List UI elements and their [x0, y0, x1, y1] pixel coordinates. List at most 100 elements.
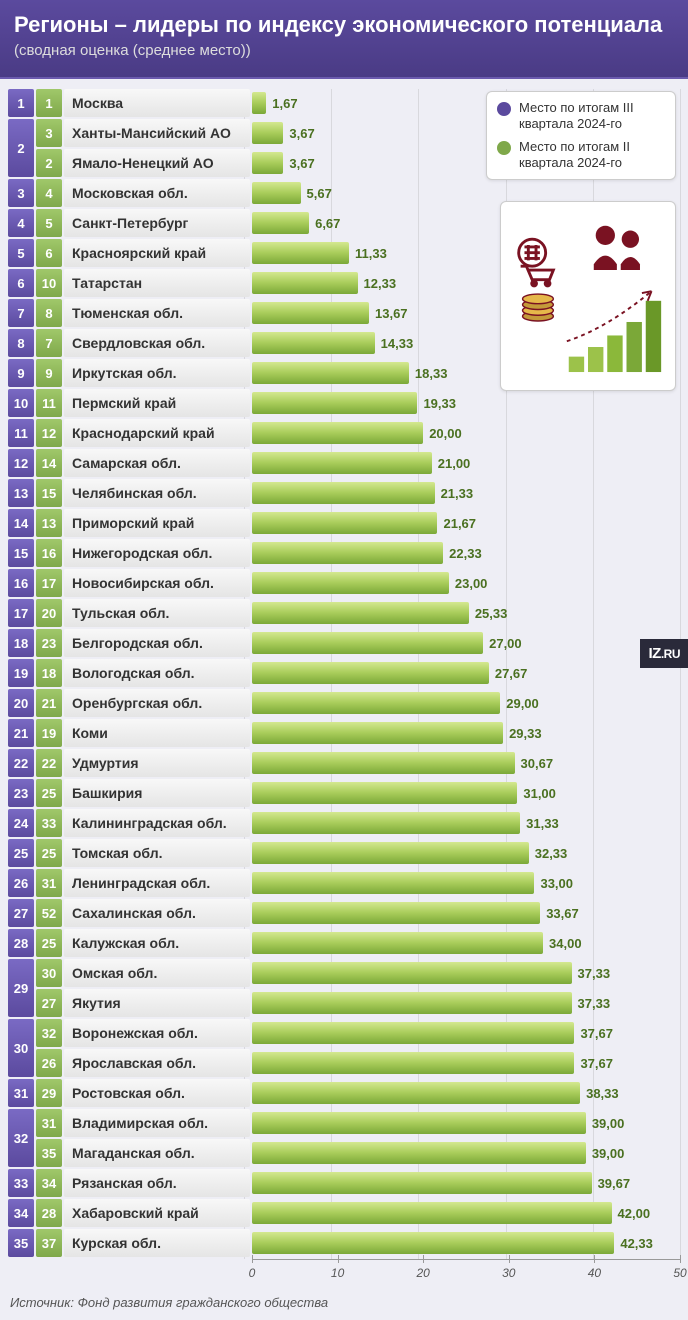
bar — [252, 902, 540, 924]
bar-value: 27,67 — [495, 666, 528, 681]
rank-q3: 3 — [8, 179, 34, 207]
x-axis: 01020304050 — [252, 1259, 680, 1285]
table-row: 3129Ростовская обл.38,33 — [8, 1079, 680, 1107]
legend-text: Место по итогам II квартала 2024-го — [519, 139, 665, 172]
region-label: Омская обл. — [64, 959, 250, 987]
table-row: 1918Вологодская обл.27,67 — [8, 659, 680, 687]
bar-zone: 21,00 — [252, 449, 680, 477]
bar-zone: 33,67 — [252, 899, 680, 927]
rank-q3: 24 — [8, 809, 34, 837]
bar — [252, 362, 409, 384]
rank-q3: 1 — [8, 89, 34, 117]
bar-zone: 37,33 — [252, 989, 680, 1017]
bar-value: 23,00 — [455, 576, 488, 591]
region-label: Пермский край — [64, 389, 250, 417]
axis-tick — [594, 1255, 595, 1263]
rank-q2: 37 — [36, 1229, 62, 1257]
region-label: Курская обл. — [64, 1229, 250, 1257]
bar-value: 11,33 — [355, 246, 387, 261]
bar-zone: 19,33 — [252, 389, 680, 417]
bar-value: 37,33 — [578, 966, 611, 981]
bar-value: 33,67 — [546, 906, 579, 921]
table-row: 2119Коми29,33 — [8, 719, 680, 747]
axis-tick — [423, 1255, 424, 1263]
table-row: 1214Самарская обл.21,00 — [8, 449, 680, 477]
rank-q2: 4 — [36, 179, 62, 207]
legend-item: Место по итогам III квартала 2024-го — [497, 100, 665, 133]
bar-value: 38,33 — [586, 1086, 619, 1101]
rank-q2: 17 — [36, 569, 62, 597]
rank-q2: 21 — [36, 689, 62, 717]
bar — [252, 422, 423, 444]
bar-value: 42,33 — [620, 1236, 653, 1251]
axis-tick-label: 10 — [331, 1266, 344, 1280]
bar — [252, 1082, 580, 1104]
region-label: Удмуртия — [64, 749, 250, 777]
region-label: Томская обл. — [64, 839, 250, 867]
bar — [252, 482, 435, 504]
bar-value: 1,67 — [272, 96, 297, 111]
region-label: Нижегородская обл. — [64, 539, 250, 567]
bar — [252, 1112, 586, 1134]
footer-source: Источник: Фонд развития гражданского общ… — [0, 1289, 688, 1320]
region-label: Красноярский край — [64, 239, 250, 267]
region-label: Магаданская обл. — [64, 1139, 250, 1167]
region-label: Якутия — [64, 989, 250, 1017]
table-row: 2631Ленинградская обл.33,00 — [8, 869, 680, 897]
bar-value: 37,33 — [578, 996, 611, 1011]
bar-value: 13,67 — [375, 306, 408, 321]
table-row: 3537Курская обл. 42,33 — [8, 1229, 680, 1257]
bar-zone: 21,67 — [252, 509, 680, 537]
table-row: 1011Пермский край19,33 — [8, 389, 680, 417]
table-row: 3334Рязанская обл.39,67 — [8, 1169, 680, 1197]
chart-body: Место по итогам III квартала 2024-го Мес… — [0, 79, 688, 1289]
rank-q2: 30 — [36, 959, 62, 987]
bar-value: 5,67 — [307, 186, 332, 201]
table-row: 1516Нижегородская обл.22,33 — [8, 539, 680, 567]
bar — [252, 182, 301, 204]
axis-tick-label: 50 — [673, 1266, 686, 1280]
bar-zone: 42,00 — [252, 1199, 680, 1227]
page-subtitle: (сводная оценка (среднее место)) — [14, 42, 674, 59]
bar — [252, 302, 369, 324]
source-logo: IZ.RU — [640, 639, 688, 668]
rank-q2: 3 — [36, 119, 62, 147]
legend: Место по итогам III квартала 2024-го Мес… — [486, 91, 676, 180]
rank-q2: 20 — [36, 599, 62, 627]
bar — [252, 152, 283, 174]
bar-zone: 39,00 — [252, 1109, 680, 1137]
bar-value: 37,67 — [580, 1056, 613, 1071]
region-label: Тюменская обл. — [64, 299, 250, 327]
rank-q3: 25 — [8, 839, 34, 867]
table-row: 3231Владимирская обл.39,00 — [8, 1109, 680, 1137]
table-row: 1617Новосибирская обл.23,00 — [8, 569, 680, 597]
bar — [252, 632, 483, 654]
page-title: Регионы – лидеры по индексу экономическо… — [14, 12, 674, 38]
rank-q2: 23 — [36, 629, 62, 657]
region-label: Москва — [64, 89, 250, 117]
rank-q2: 11 — [36, 389, 62, 417]
region-label: Владимирская обл. — [64, 1109, 250, 1137]
region-label: Вологодская обл. — [64, 659, 250, 687]
bar — [252, 1232, 614, 1254]
table-row: 1112Краснодарский край20,00 — [8, 419, 680, 447]
region-label: Ярославская обл. — [64, 1049, 250, 1077]
rank-q2: 2 — [36, 149, 62, 177]
region-label: Белгородская обл. — [64, 629, 250, 657]
rank-q3: 35 — [8, 1229, 34, 1257]
region-label: Самарская обл. — [64, 449, 250, 477]
bar — [252, 572, 449, 594]
bar-value: 21,33 — [441, 486, 474, 501]
rank-q3: 22 — [8, 749, 34, 777]
rank-q2: 22 — [36, 749, 62, 777]
rank-q2: 25 — [36, 929, 62, 957]
bar — [252, 1022, 574, 1044]
bar — [252, 692, 500, 714]
table-row: 2222Удмуртия30,67 — [8, 749, 680, 777]
bar — [252, 1172, 592, 1194]
table-row: 26Ярославская обл.37,67 — [8, 1049, 680, 1077]
bar-value: 14,33 — [381, 336, 414, 351]
region-label: Ростовская обл. — [64, 1079, 250, 1107]
bar — [252, 602, 469, 624]
bar — [252, 332, 375, 354]
